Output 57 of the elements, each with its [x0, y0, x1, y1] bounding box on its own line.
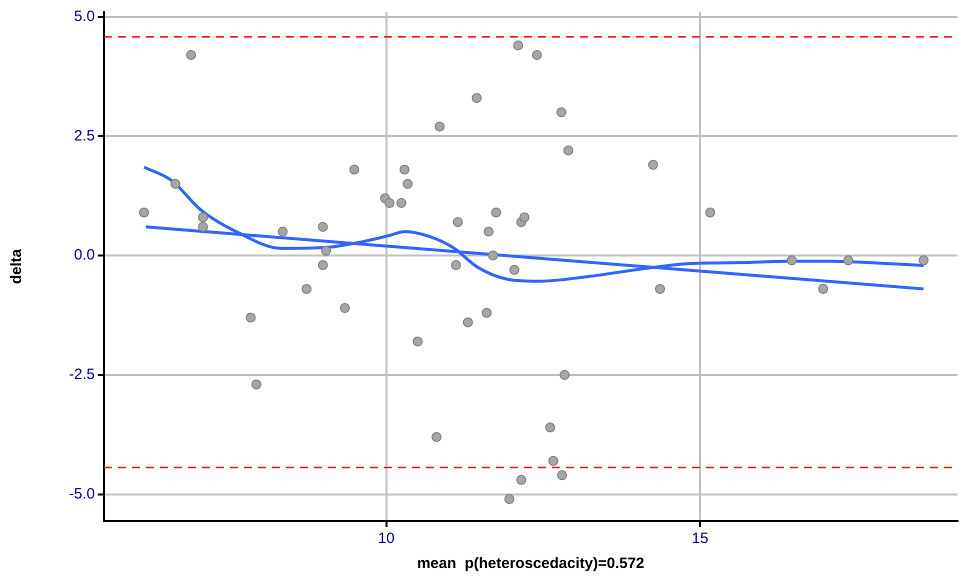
point [349, 164, 360, 175]
point [198, 212, 208, 222]
point [548, 456, 558, 466]
point [843, 255, 854, 266]
point [452, 217, 463, 228]
x-axis-title: mean p(heteroscedacity)=0.572 [417, 555, 644, 572]
point [918, 255, 929, 266]
point [432, 432, 442, 442]
point [396, 198, 406, 208]
x-tick-label: 10 [378, 530, 395, 548]
point [412, 336, 423, 346]
point [318, 260, 328, 270]
point [556, 107, 566, 118]
point [557, 470, 568, 480]
point [450, 260, 461, 270]
point [545, 422, 556, 432]
point [462, 317, 473, 328]
point [278, 226, 288, 237]
y-axis-title: delta [8, 248, 26, 284]
x-tick-label: 15 [692, 530, 708, 548]
y-tick-label: 5.0 [74, 8, 95, 25]
point [654, 284, 665, 294]
point [402, 178, 413, 189]
y-tick-label: 2.5 [74, 127, 95, 144]
point [488, 250, 498, 261]
point [705, 208, 716, 218]
point [818, 284, 828, 294]
point [139, 208, 150, 218]
point [563, 145, 574, 156]
point [384, 198, 394, 208]
point [482, 308, 492, 318]
point [513, 40, 524, 50]
point [519, 212, 530, 222]
point [491, 208, 502, 218]
point [434, 122, 445, 132]
point [648, 160, 658, 170]
point [786, 255, 797, 266]
point [400, 164, 410, 175]
point [318, 222, 328, 232]
y-tick-label: 0.0 [74, 246, 95, 264]
point [170, 178, 180, 189]
point [198, 222, 208, 232]
point [340, 303, 350, 314]
point [186, 50, 196, 60]
point [532, 50, 542, 60]
point [302, 284, 312, 294]
point [560, 370, 570, 380]
point [472, 92, 482, 103]
point [321, 246, 332, 256]
point [246, 312, 256, 323]
point [516, 474, 526, 485]
y-tick-label: -2.5 [68, 366, 95, 384]
y-tick-label: -5.0 [68, 485, 95, 502]
point [251, 379, 262, 390]
point [504, 494, 514, 504]
point [509, 264, 520, 275]
point [484, 226, 494, 237]
